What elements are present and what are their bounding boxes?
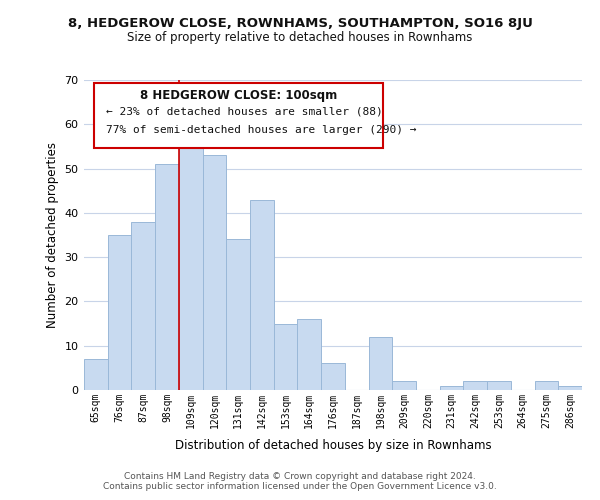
Bar	[535, 381, 558, 390]
Bar	[298, 319, 321, 390]
Bar	[84, 359, 108, 390]
Bar	[203, 156, 226, 390]
Bar	[392, 381, 416, 390]
Bar	[321, 364, 345, 390]
Bar	[155, 164, 179, 390]
Bar	[250, 200, 274, 390]
Bar	[179, 142, 203, 390]
Bar	[463, 381, 487, 390]
Bar	[226, 240, 250, 390]
Y-axis label: Number of detached properties: Number of detached properties	[46, 142, 59, 328]
Bar	[487, 381, 511, 390]
Bar	[368, 337, 392, 390]
X-axis label: Distribution of detached houses by size in Rownhams: Distribution of detached houses by size …	[175, 439, 491, 452]
Text: Contains HM Land Registry data © Crown copyright and database right 2024.: Contains HM Land Registry data © Crown c…	[124, 472, 476, 481]
Text: Size of property relative to detached houses in Rownhams: Size of property relative to detached ho…	[127, 31, 473, 44]
Text: 77% of semi-detached houses are larger (290) →: 77% of semi-detached houses are larger (…	[106, 125, 417, 135]
Text: 8, HEDGEROW CLOSE, ROWNHAMS, SOUTHAMPTON, SO16 8JU: 8, HEDGEROW CLOSE, ROWNHAMS, SOUTHAMPTON…	[68, 18, 532, 30]
FancyBboxPatch shape	[94, 83, 383, 148]
Bar	[131, 222, 155, 390]
Bar	[558, 386, 582, 390]
Bar	[440, 386, 463, 390]
Text: ← 23% of detached houses are smaller (88): ← 23% of detached houses are smaller (88…	[106, 106, 383, 117]
Text: 8 HEDGEROW CLOSE: 100sqm: 8 HEDGEROW CLOSE: 100sqm	[140, 90, 337, 102]
Bar	[108, 235, 131, 390]
Text: Contains public sector information licensed under the Open Government Licence v3: Contains public sector information licen…	[103, 482, 497, 491]
Bar	[274, 324, 298, 390]
